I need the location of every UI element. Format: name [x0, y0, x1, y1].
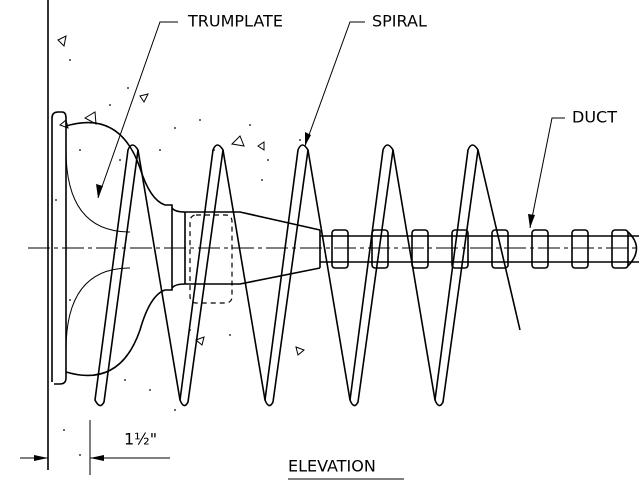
speck	[199, 119, 201, 121]
speck	[174, 409, 176, 411]
speck	[149, 389, 151, 391]
duct-rib	[371, 229, 389, 269]
trumplate-bell	[65, 121, 173, 377]
dimension-label: 1½"	[124, 430, 157, 449]
concrete-hatch	[55, 35, 305, 456]
speck	[69, 59, 71, 61]
speck	[174, 127, 176, 129]
speck	[55, 199, 57, 201]
leader	[97, 21, 178, 199]
speck	[119, 159, 121, 161]
speck	[109, 104, 111, 106]
speck	[229, 334, 231, 336]
aggregate	[57, 35, 305, 356]
spiral-return	[137, 149, 521, 401]
duct-rib	[611, 229, 629, 269]
duct-rib	[491, 229, 509, 269]
view-title: ELEVATION	[288, 457, 376, 476]
callout-label: TRUMPLATE	[187, 12, 283, 31]
speck	[299, 139, 301, 141]
speck	[79, 149, 81, 151]
speck	[63, 429, 65, 431]
trumplate-flange	[51, 111, 67, 385]
speck	[124, 379, 126, 381]
leader	[529, 117, 565, 229]
speck	[79, 454, 81, 456]
speck	[159, 149, 161, 151]
duct-rib	[531, 229, 549, 269]
hidden-sleeve	[189, 214, 233, 304]
speck	[69, 299, 71, 301]
speck	[213, 149, 215, 151]
duct-rib	[411, 229, 429, 269]
speck	[127, 87, 129, 89]
duct-break	[627, 231, 638, 267]
leader	[304, 21, 365, 147]
callout-label: DUCT	[572, 108, 617, 127]
duct	[320, 229, 639, 269]
speck	[261, 179, 263, 181]
duct-rib	[331, 229, 349, 269]
callout-label: SPIRAL	[372, 12, 427, 31]
speck	[189, 329, 191, 331]
speck	[267, 159, 269, 161]
duct-rib	[451, 229, 469, 269]
arrowhead	[34, 455, 104, 461]
speck	[249, 124, 251, 126]
duct-rib	[571, 229, 589, 269]
